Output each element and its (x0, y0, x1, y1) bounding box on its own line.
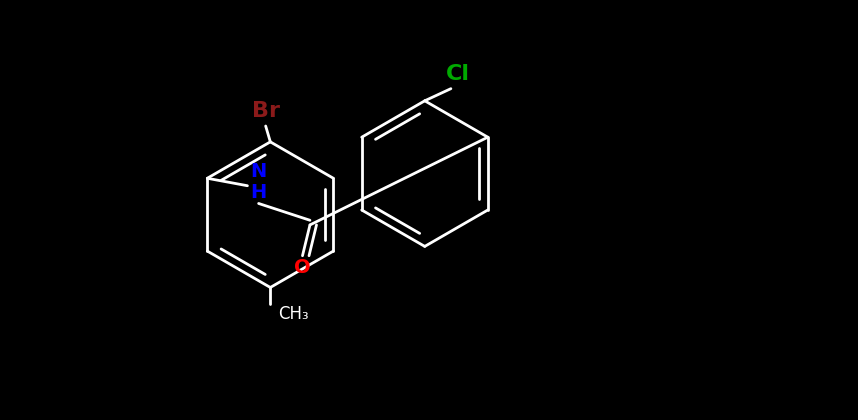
Text: Br: Br (251, 101, 280, 121)
Text: O: O (294, 258, 311, 277)
Text: H: H (251, 183, 267, 202)
Text: N: N (251, 162, 267, 181)
Text: Cl: Cl (446, 64, 470, 84)
Text: CH₃: CH₃ (278, 304, 308, 323)
